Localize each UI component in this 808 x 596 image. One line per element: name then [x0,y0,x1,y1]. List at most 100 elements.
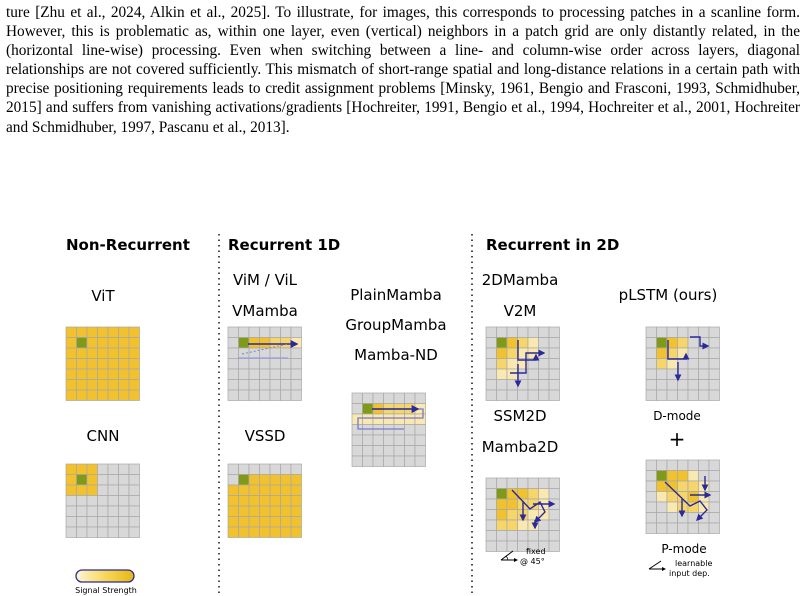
patch-cell [506,368,518,380]
patch-cell [128,505,140,517]
patch-cell [107,389,119,401]
label-v2m: V2M [504,302,537,320]
patch-cell [248,337,260,349]
patch-cell [496,488,508,500]
patch-cell [280,358,292,370]
patch-cell [269,326,281,338]
patch-cell [259,337,271,349]
patch-cell [76,495,88,507]
patch-cell [506,358,518,370]
patch-cell [677,491,689,503]
patch-cell [506,337,518,349]
patch-cell [372,413,384,425]
patch-cell [118,389,130,401]
patch-cell [496,540,508,552]
patch-cell [548,389,560,401]
patch-cell [506,540,518,552]
patch-cell [404,434,416,446]
patch-cell [97,358,109,370]
patch-cell [269,516,281,528]
patch-cell [65,526,77,538]
patch-cell [383,455,395,467]
patch-cell [666,522,678,534]
patch-cell [485,488,497,500]
patch-cell [656,368,668,380]
patch-cell [107,379,119,391]
patch-cell [506,477,518,489]
patch-cell [97,516,109,528]
patch-cell [645,470,657,482]
patch-cell [280,326,292,338]
patch-cell [97,505,109,517]
patch-cell [128,389,140,401]
label-d-mode: D-mode [653,409,701,423]
patch-cell [107,516,119,528]
patch-cell [128,368,140,380]
patch-cell [65,484,77,496]
patch-cell [698,379,710,391]
patch-cell [645,459,657,471]
patch-cell [118,379,130,391]
patch-cell [118,326,130,338]
patch-cell [666,501,678,513]
patch-cell [677,459,689,471]
patch-cell [404,424,416,436]
patch-cell [666,459,678,471]
label-vit: ViT [91,287,115,305]
patch-cell [517,379,529,391]
patch-cell [351,392,363,404]
patch-cell [687,347,699,359]
patch-cell [269,358,281,370]
patch-cell [527,488,539,500]
patch-cell [687,491,699,503]
patch-cell [485,337,497,349]
patch-cell [118,337,130,349]
signal-strength-label: Signal Strength [75,586,137,595]
patch-cell [538,530,550,542]
patch-cell [708,512,720,524]
patch-cell [687,501,699,513]
patch-cell [97,347,109,359]
patch-cell [290,379,302,391]
patch-cell [656,512,668,524]
learnable-label-2: input dep. [669,569,710,578]
patch-cell [645,347,657,359]
patch-cell [238,516,250,528]
patch-cell [548,368,560,380]
patch-cell [506,530,518,542]
patch-cell [708,347,720,359]
patch-cell [645,379,657,391]
patch-cell [527,337,539,349]
patch-cell [76,368,88,380]
grid-vim [227,326,302,401]
patch-cell [656,491,668,503]
patch-cell [76,474,88,486]
patch-cell [290,505,302,517]
patch-cell [290,526,302,538]
patch-cell [527,519,539,531]
patch-cell [517,326,529,338]
grid-plstm-p [645,459,720,534]
patch-cell [86,368,98,380]
patch-cell [656,459,668,471]
label-p-mode: P-mode [661,542,706,556]
patch-cell [548,488,560,500]
patch-cell [485,498,497,510]
patch-cell [227,347,239,359]
patch-cell [362,403,374,415]
patch-cell [372,434,384,446]
patch-cell [414,424,426,436]
patch-cell [708,491,720,503]
patch-cell [393,445,405,457]
patch-cell [527,379,539,391]
patch-cell [128,358,140,370]
patch-cell [698,347,710,359]
patch-cell [107,337,119,349]
patch-cell [128,526,140,538]
patch-cell [506,379,518,391]
patch-cell [280,463,292,475]
patch-cell [496,477,508,489]
patch-cell [227,484,239,496]
patch-cell [548,509,560,521]
label-vim-vil: ViM / ViL [233,271,298,289]
